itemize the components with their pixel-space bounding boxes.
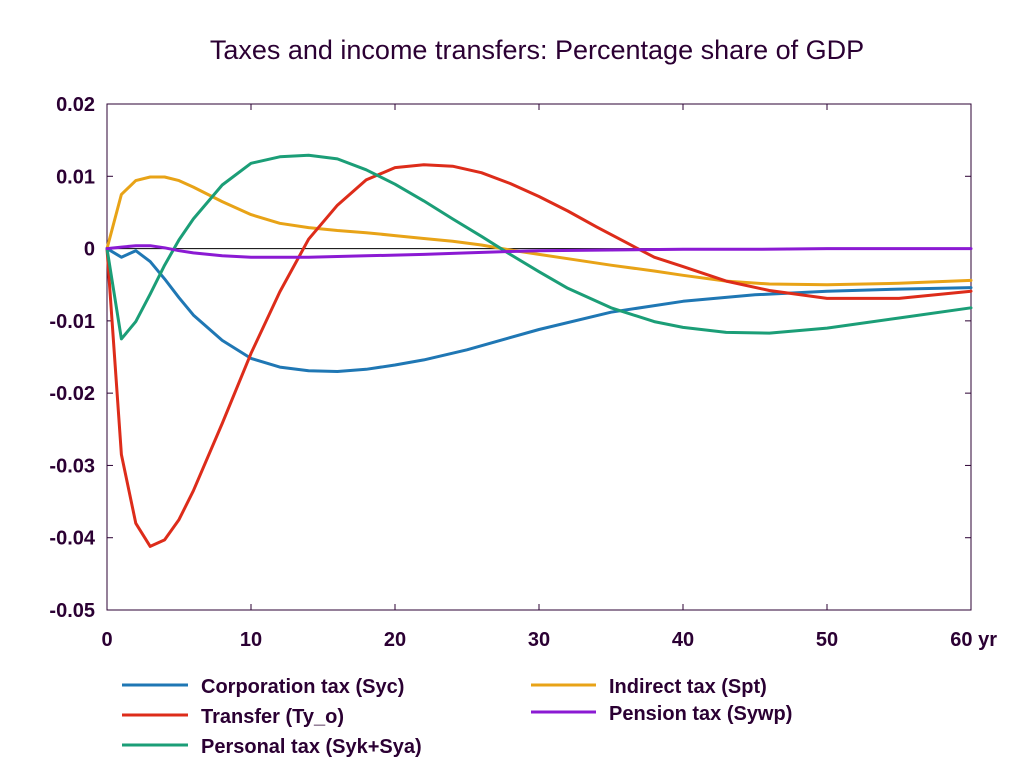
chart-title: Taxes and income transfers: Percentage s… — [210, 35, 864, 65]
y-tick-label: -0.02 — [49, 383, 95, 405]
plot-border — [106, 103, 972, 611]
plot-frame — [106, 103, 972, 611]
y-tick-label: -0.01 — [49, 311, 95, 333]
y-tick-label: 0.02 — [56, 94, 95, 116]
legend-item: Personal tax (Syk+Sya) — [122, 736, 422, 758]
series-line-2 — [105, 153, 973, 341]
y-tick-label: 0 — [84, 239, 95, 261]
x-tick-label: 50 — [816, 629, 838, 651]
legend-item: Transfer (Ty_o) — [122, 706, 344, 728]
x-tick-label: 40 — [672, 629, 694, 651]
series-line-1 — [105, 163, 973, 548]
y-tick-label: 0.01 — [56, 166, 95, 188]
series-line-3 — [105, 175, 973, 287]
series-lines — [105, 153, 973, 548]
y-axis: 0.02 0.01 0 -0.01 -0.02 -0.03 -0.04 -0.05 — [49, 94, 971, 622]
legend-item: Indirect tax (Spt) — [531, 676, 767, 698]
x-tick-label: 10 — [240, 629, 262, 651]
y-tick-label: -0.03 — [49, 455, 95, 477]
legend-label: Transfer (Ty_o) — [201, 706, 344, 728]
legend-item: Corporation tax (Syc) — [122, 676, 404, 698]
x-tick-label: 30 — [528, 629, 550, 651]
legend-label: Pension tax (Sywp) — [609, 703, 792, 725]
legend: Corporation tax (Syc) Transfer (Ty_o) Pers… — [122, 676, 792, 758]
y-tick-label: -0.04 — [49, 528, 95, 550]
x-tick-label: 0 — [101, 629, 112, 651]
legend-item: Pension tax (Sywp) — [531, 703, 792, 725]
x-tick-label: 60 yr — [950, 629, 997, 651]
y-tick-label: -0.05 — [49, 600, 95, 622]
x-axis: 0 10 20 30 40 50 60 yr — [101, 104, 997, 651]
legend-label: Corporation tax (Syc) — [201, 676, 404, 698]
series-line-4 — [105, 244, 973, 259]
series-line-0 — [105, 247, 973, 373]
legend-label: Personal tax (Syk+Sya) — [201, 736, 422, 758]
legend-label: Indirect tax (Spt) — [609, 676, 767, 698]
x-tick-label: 20 — [384, 629, 406, 651]
